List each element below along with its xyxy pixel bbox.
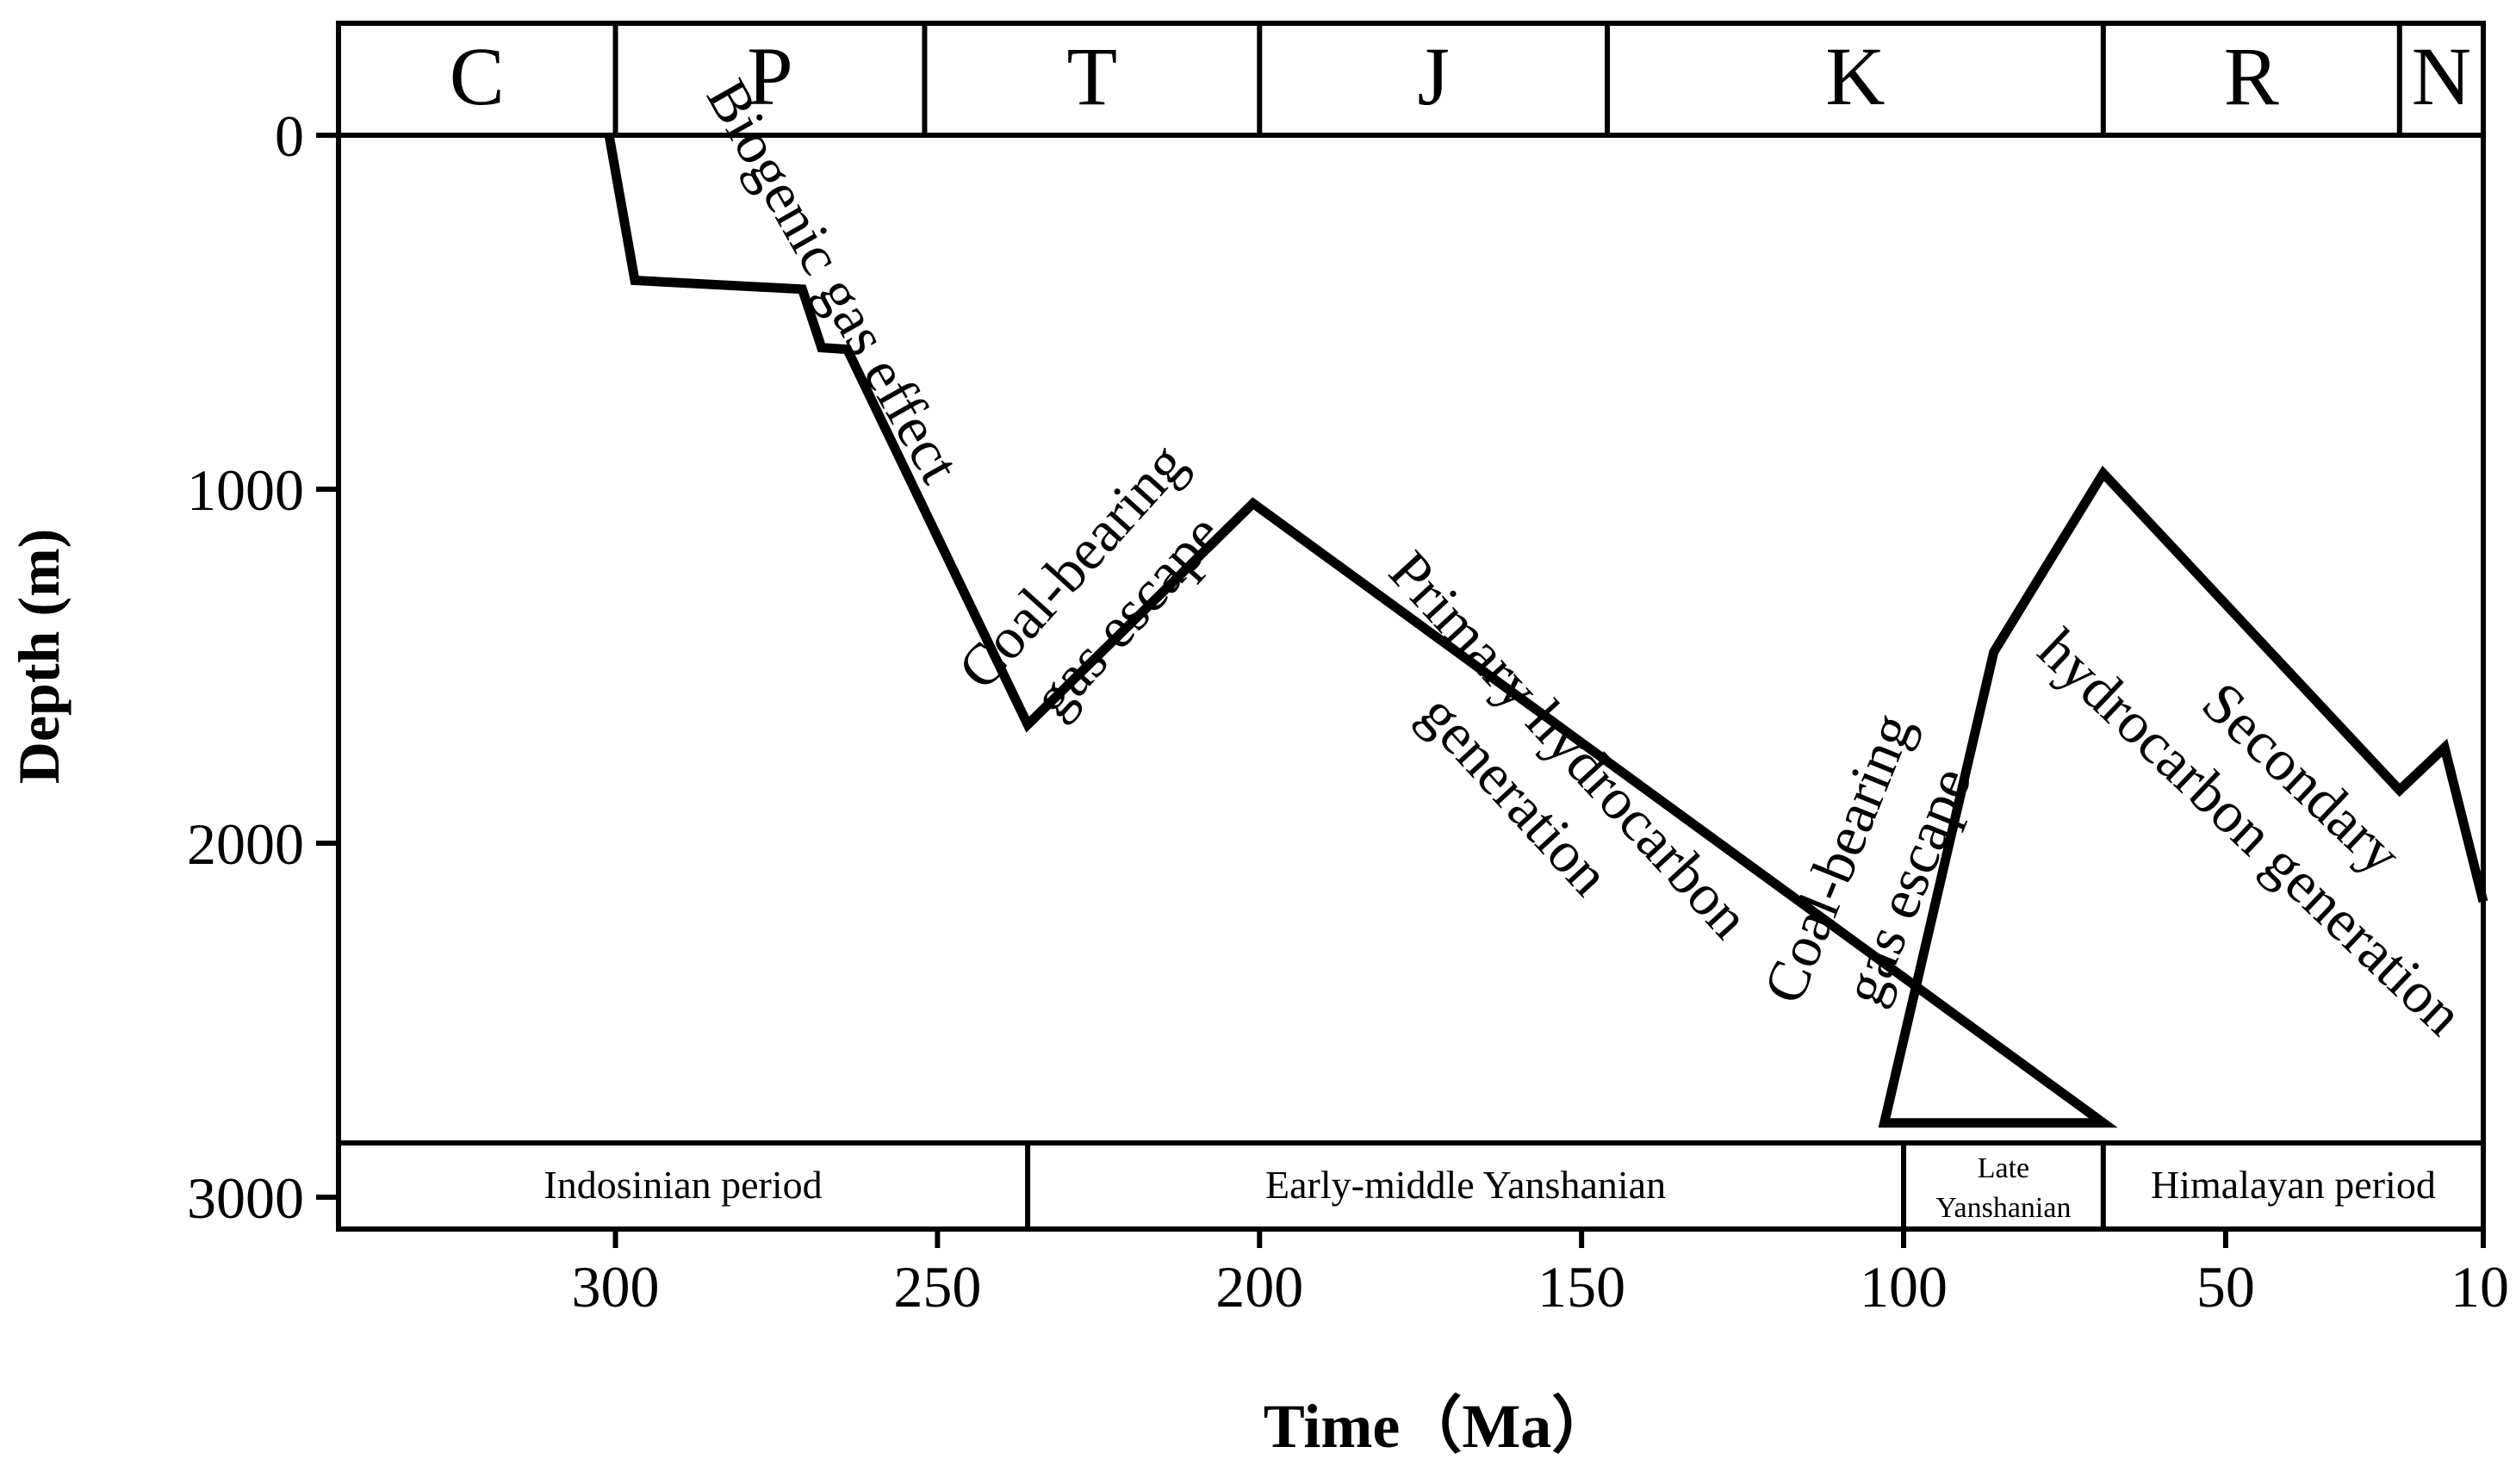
tectonic-label-early-middle-yanshanian: Early-middle Yanshanian [1265,1163,1666,1207]
burial-history-line [604,134,2488,1128]
period-label-n: N [2412,30,2471,122]
annotation-text: Biogenic gas effect [694,68,973,493]
annotation-text: hydrocarbon generation [2026,616,2476,1047]
period-label-r: R [2224,30,2279,122]
x-tick-label: 250 [893,1254,981,1319]
y-tick-label: 1000 [187,457,304,523]
x-axis: 300 250 200 150 100 50 10 [572,1229,2509,1319]
tectonic-label-indosinian-period: Indosinian period [544,1163,822,1207]
tectonic-label-late-yanshanian-line: Late [1978,1152,2029,1184]
x-tick-label: 150 [1538,1254,1625,1319]
y-axis-label: Depth (m) [6,529,71,785]
period-label-k: K [1825,30,1885,122]
period-label-c: C [450,30,505,122]
tectonic-label-late-yanshanian-line: Yanshanian [1935,1192,2071,1224]
period-label-j: J [1417,30,1449,122]
y-tick-label: 3000 [187,1165,304,1231]
period-label-p: P [747,30,792,122]
period-label-t: T [1067,30,1118,122]
x-axis-label: Time（Ma） [1264,1392,1614,1461]
x-tick-label: 200 [1215,1254,1303,1319]
tectonic-period-band: Indosinian period Early-middle Yanshanian… [544,1143,2436,1229]
y-tick-label: 2000 [187,811,304,877]
x-tick-label: 300 [572,1254,660,1319]
y-axis: 0 1000 2000 3000 [187,103,339,1231]
plot-frame [336,21,2486,1232]
x-tick-label: 50 [2196,1254,2255,1319]
x-tick-label: 100 [1860,1254,1948,1319]
annotation-1: Biogenic gas effect [694,68,973,493]
tectonic-label-himalayan-period: Himalayan period [2151,1163,2436,1207]
y-tick-label: 0 [275,103,304,169]
x-tick-label: 10 [2451,1254,2509,1319]
